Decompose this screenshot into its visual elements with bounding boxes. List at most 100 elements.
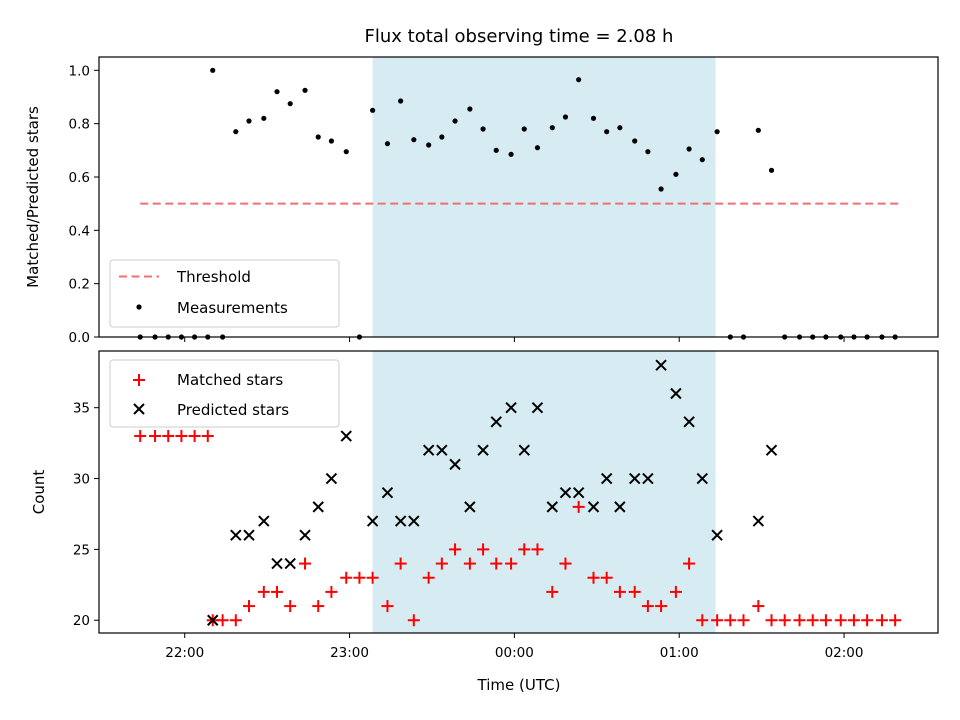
measurement-point [328,138,335,144]
measurement-point [604,129,610,135]
y-tick-label: 35 [73,401,90,417]
x-axis-label: Time (UTC) [477,676,561,694]
matched-star-point [271,585,284,598]
matched-star-point [422,571,435,584]
predicted-star-point [207,614,219,626]
measurement-point [617,125,623,131]
measurement-point [658,186,664,192]
legend-threshold-label: Threshold [176,268,251,286]
x-tick-label: 00:00 [495,645,534,661]
matched-star-point [559,557,572,570]
bottom-axes-frame [98,350,939,634]
predicted-star-point [477,444,489,456]
matched-star-point [847,614,860,627]
matched-star-point [477,543,490,556]
predicted-star-point [325,472,338,485]
matched-star-point [490,557,503,570]
matched-star-point [216,614,229,627]
measurement-point [287,101,293,107]
measurement-point [411,137,417,143]
measurement-point [370,107,376,113]
matched-star-point [134,430,147,443]
predicted-star-point [436,444,448,456]
predicted-star-point [422,444,435,456]
matched-stars-points [134,430,902,627]
predicted-star-point [752,515,765,527]
matched-star-point [737,614,750,627]
top-legend: Threshold Measurements [109,259,340,328]
top-legend-box [109,259,340,328]
matched-star-point [819,614,832,627]
matched-star-point [696,614,709,627]
predicted-star-point [546,501,558,513]
matched-star-point [299,557,312,570]
observing-interval-shade-bottom [372,351,716,633]
measurement-point [343,149,349,155]
y-tick-label: 20 [73,613,90,629]
matched-star-point [793,614,806,627]
matched-star-point [752,600,765,613]
predicted-star-point [531,401,544,414]
matched-star-point [366,571,379,584]
matched-star-point [778,614,791,627]
x-tick-label: 01:00 [660,645,699,661]
matched-star-point [325,585,338,598]
top-y-axis-label: Matched/Predicted stars [24,106,42,288]
measurement-point [632,138,638,144]
bottom-x-axis: 22:00 23:00 00:00 01:00 02:00 [165,633,863,661]
matched-star-point [600,571,613,584]
matched-star-point [875,614,888,627]
predicted-star-point [490,416,502,428]
legend-matched-label: Matched stars [177,371,283,389]
matched-star-point [546,585,559,598]
legend-predicted-label: Predicted stars [177,401,289,419]
matched-star-point [284,600,297,613]
matched-star-point [889,614,902,627]
matched-star-point [505,557,518,570]
predicted-star-point [559,487,572,499]
matched-star-point [407,614,420,627]
measurement-point [493,147,499,153]
y-tick-label: 0.6 [69,170,90,186]
predicted-star-point [614,501,626,513]
legend-measurements-swatch [136,304,142,310]
y-tick-label: 30 [73,472,90,488]
x-tick-label: 22:00 [165,645,204,661]
matched-star-point [834,614,847,627]
measurement-point [384,141,391,147]
measurement-point [452,118,458,124]
measurement-point [233,129,239,135]
predicted-star-point [711,529,723,541]
matched-star-point [149,430,162,443]
matched-star-point [201,430,214,443]
predicted-star-point [340,430,352,442]
measurement-point [714,129,720,135]
observing-interval-shade [372,57,716,337]
predicted-star-point [572,487,585,499]
measurement-point [699,157,705,163]
matched-star-point [257,585,270,598]
x-tick-label: 02:00 [825,645,864,661]
predicted-star-point [284,557,296,570]
predicted-star-point [258,515,270,527]
predicted-star-point [408,515,420,527]
measurement-point [755,127,761,133]
predicted-star-point [505,401,517,414]
measurement-point [246,118,252,124]
y-tick-label: 25 [73,542,90,558]
matched-star-point [394,557,407,570]
matched-star-point [765,614,778,627]
measurement-point [508,151,514,157]
predicted-star-point [587,501,600,513]
bottom-y-axis-label: Count [30,470,48,515]
matched-star-point [518,543,531,556]
predicted-star-point [600,472,613,485]
matched-star-point [435,557,448,570]
matched-star-point [175,430,188,443]
measurement-point [315,134,321,140]
chart-title: Flux total observing time = 2.08 h [365,26,674,47]
matched-star-point [655,600,668,613]
matched-star-point [587,571,600,584]
measurement-point [686,146,692,152]
measurement-point [768,167,775,173]
